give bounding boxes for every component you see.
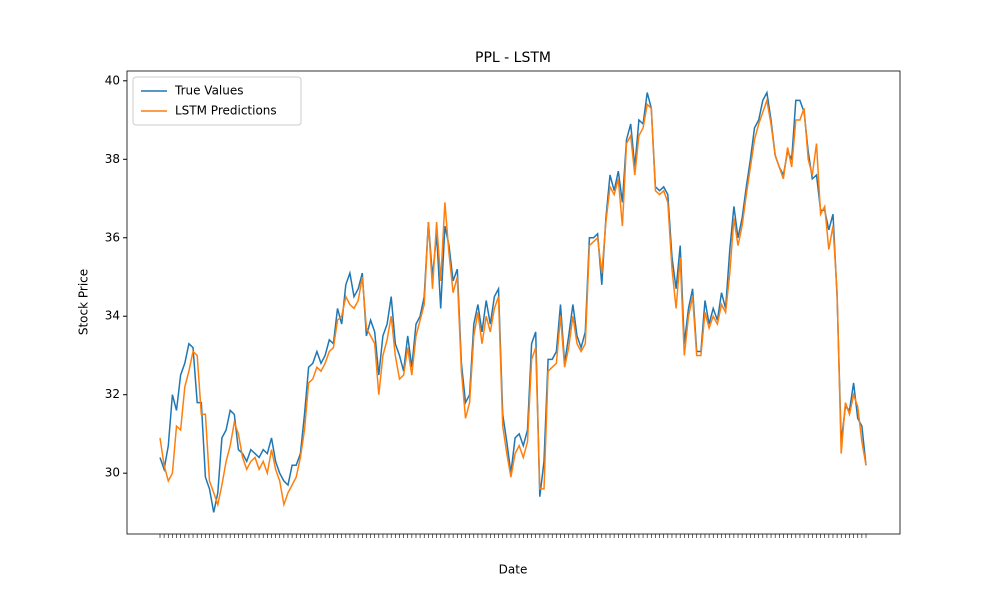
y-tick-label: 40 bbox=[105, 73, 120, 87]
legend-label: LSTM Predictions bbox=[175, 104, 277, 118]
y-tick-label: 38 bbox=[105, 152, 120, 166]
y-tick-label: 36 bbox=[105, 230, 120, 244]
series-line bbox=[159, 90, 867, 513]
plot-frame bbox=[126, 70, 901, 535]
chart-title: PPL - LSTM bbox=[475, 50, 551, 66]
legend-box bbox=[132, 76, 302, 126]
x-axis-label: Date bbox=[499, 563, 528, 577]
y-axis-label: Stock Price bbox=[77, 269, 91, 335]
y-tick-label: 34 bbox=[105, 309, 120, 323]
series-line bbox=[159, 97, 867, 508]
legend-label: True Values bbox=[174, 84, 244, 98]
y-tick-label: 32 bbox=[105, 387, 120, 401]
y-tick-label: 30 bbox=[105, 466, 120, 480]
